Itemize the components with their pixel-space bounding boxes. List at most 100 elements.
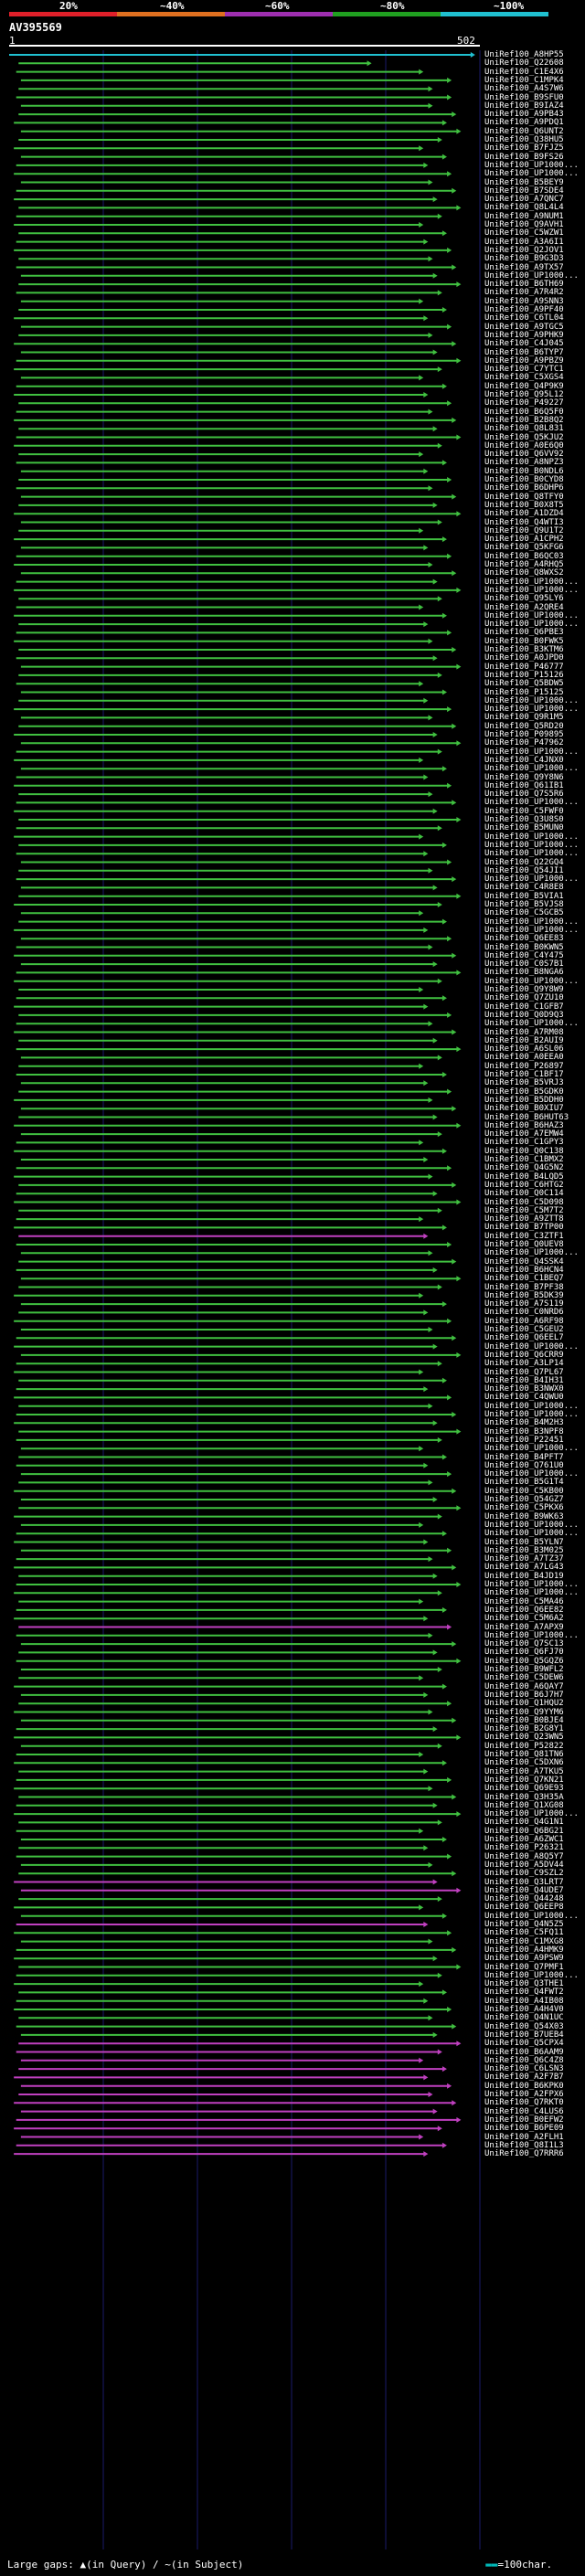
hit-label[interactable]: UniRef100_A2QRE4 bbox=[484, 602, 564, 612]
hit-label[interactable]: UniRef100_B7TP00 bbox=[484, 1223, 564, 1233]
hit-label[interactable]: UniRef100_Q3LRT7 bbox=[484, 1877, 564, 1887]
hit-label[interactable]: UniRef100_B4JD19 bbox=[484, 1571, 564, 1581]
hit-label[interactable]: UniRef100_P15126 bbox=[484, 670, 564, 680]
hit-label[interactable]: UniRef100_UP1000... bbox=[484, 764, 579, 774]
hit-label[interactable]: UniRef100_B4PFT7 bbox=[484, 1452, 564, 1462]
hit-label[interactable]: UniRef100_B5VRJ3 bbox=[484, 1078, 564, 1088]
hit-label[interactable]: UniRef100_A6ZWC1 bbox=[484, 1835, 564, 1844]
hit-label[interactable]: UniRef100_A4H4V0 bbox=[484, 2005, 564, 2014]
hit-label[interactable]: UniRef100_UP1000... bbox=[484, 1019, 579, 1029]
hit-label[interactable]: UniRef100_UP1000... bbox=[484, 270, 579, 281]
hit-label[interactable]: UniRef100_UP1000... bbox=[484, 1588, 579, 1598]
hit-label[interactable]: UniRef100_A0JPD0 bbox=[484, 653, 564, 663]
hit-label[interactable]: UniRef100_Q22608 bbox=[484, 58, 564, 69]
hit-label[interactable]: UniRef100_B5MUN0 bbox=[484, 823, 564, 833]
hit-label[interactable]: UniRef100_A7APX9 bbox=[484, 1622, 564, 1632]
hit-label[interactable]: UniRef100_Q8L831 bbox=[484, 424, 564, 434]
hit-label[interactable]: UniRef100_C3ZTF1 bbox=[484, 1231, 564, 1241]
hit-label[interactable]: UniRef100_C1GPY3 bbox=[484, 1138, 564, 1148]
hit-label[interactable]: UniRef100_Q4G5N2 bbox=[484, 1163, 564, 1173]
hit-label[interactable]: UniRef100_Q0C114 bbox=[484, 1189, 564, 1199]
hit-label[interactable]: UniRef100_Q7ZU10 bbox=[484, 993, 564, 1003]
hit-label[interactable]: UniRef100_A4S7W6 bbox=[484, 84, 564, 94]
hit-label[interactable]: UniRef100_A4HMK9 bbox=[484, 1945, 564, 1955]
hit-label[interactable]: UniRef100_C1E4X6 bbox=[484, 67, 564, 77]
hit-label[interactable]: UniRef100_UP1000... bbox=[484, 1444, 579, 1454]
hit-label[interactable]: UniRef100_B9G3D3 bbox=[484, 254, 564, 264]
hit-label[interactable]: UniRef100_A6RF98 bbox=[484, 1316, 564, 1326]
hit-label[interactable]: UniRef100_B6J7H7 bbox=[484, 1690, 564, 1700]
hit-label[interactable]: UniRef100_Q0UEV8 bbox=[484, 1240, 564, 1249]
hit-label[interactable]: UniRef100_A9PF40 bbox=[484, 305, 564, 314]
hit-label[interactable]: UniRef100_Q4WTI3 bbox=[484, 517, 564, 527]
hit-label[interactable]: UniRef100_B0CYD8 bbox=[484, 475, 564, 484]
hit-label[interactable]: UniRef100_B0KWN5 bbox=[484, 942, 564, 952]
hit-label[interactable]: UniRef100_C5DEW6 bbox=[484, 1673, 564, 1683]
hit-label[interactable]: UniRef100_UP1000... bbox=[484, 1630, 579, 1640]
hit-label[interactable]: UniRef100_Q1XG08 bbox=[484, 1800, 564, 1810]
hit-label[interactable]: UniRef100_Q7RRR6 bbox=[484, 2149, 564, 2159]
hit-label[interactable]: UniRef100_Q23WN5 bbox=[484, 1733, 564, 1743]
hit-label[interactable]: UniRef100_C5MA46 bbox=[484, 1596, 564, 1606]
hit-label[interactable]: UniRef100_C5KB00 bbox=[484, 1486, 564, 1496]
hit-label[interactable]: UniRef100_B6Q5F0 bbox=[484, 407, 564, 417]
hit-label[interactable]: UniRef100_Q3U8S0 bbox=[484, 815, 564, 824]
hit-label[interactable]: UniRef100_C7YTC1 bbox=[484, 365, 564, 375]
hit-label[interactable]: UniRef100_A7TZ37 bbox=[484, 1554, 564, 1564]
hit-label[interactable]: UniRef100_A8NPZ3 bbox=[484, 458, 564, 468]
hit-label[interactable]: UniRef100_Q54X03 bbox=[484, 2021, 564, 2031]
hit-label[interactable]: UniRef100_Q69E93 bbox=[484, 1784, 564, 1794]
hit-label[interactable]: UniRef100_UP1000... bbox=[484, 798, 579, 808]
hit-label[interactable]: UniRef100_B7UEB4 bbox=[484, 2030, 564, 2040]
hit-label[interactable]: UniRef100_UP1000... bbox=[484, 832, 579, 842]
hit-label[interactable]: UniRef100_Q6UNT2 bbox=[484, 126, 564, 136]
hit-label[interactable]: UniRef100_B0EFW2 bbox=[484, 2115, 564, 2125]
hit-label[interactable]: UniRef100_B7FJZ5 bbox=[484, 143, 564, 154]
hit-label[interactable]: UniRef100_Q6VV92 bbox=[484, 450, 564, 460]
hit-label[interactable]: UniRef100_A7LG43 bbox=[484, 1563, 564, 1573]
hit-label[interactable]: UniRef100_B0FWK5 bbox=[484, 636, 564, 646]
hit-label[interactable]: UniRef100_B6HUT63 bbox=[484, 1112, 569, 1122]
hit-label[interactable]: UniRef100_B7SDE4 bbox=[484, 186, 564, 196]
hit-label[interactable]: UniRef100_Q7S5R6 bbox=[484, 790, 564, 800]
hit-label[interactable]: UniRef100_Q9Y8W9 bbox=[484, 985, 564, 994]
hit-label[interactable]: UniRef100_C6LSN3 bbox=[484, 2064, 564, 2074]
hit-label[interactable]: UniRef100_P46777 bbox=[484, 662, 564, 672]
hit-label[interactable]: UniRef100_A9PSW9 bbox=[484, 1954, 564, 1964]
hit-label[interactable]: UniRef100_Q7RKT0 bbox=[484, 2098, 564, 2108]
hit-label[interactable]: UniRef100_Q1HQU2 bbox=[484, 1699, 564, 1709]
hit-label[interactable]: UniRef100_Q95L12 bbox=[484, 390, 564, 399]
hit-label[interactable]: UniRef100_UP1000... bbox=[484, 695, 579, 705]
hit-label[interactable]: UniRef100_P22451 bbox=[484, 1435, 564, 1445]
hit-label[interactable]: UniRef100_UP1000... bbox=[484, 1970, 579, 1980]
hit-label[interactable]: UniRef100_Q9U1T2 bbox=[484, 525, 564, 535]
hit-label[interactable]: UniRef100_UP1000... bbox=[484, 577, 579, 587]
hit-label[interactable]: UniRef100_UP1000... bbox=[484, 747, 579, 757]
hit-label[interactable]: UniRef100_C5FQ11 bbox=[484, 1928, 564, 1938]
hit-label[interactable]: UniRef100_C4Y475 bbox=[484, 950, 564, 960]
hit-label[interactable]: UniRef100_B6PE09 bbox=[484, 2124, 564, 2134]
hit-label[interactable]: UniRef100_C5DXN6 bbox=[484, 1758, 564, 1768]
hit-label[interactable]: UniRef100_A3A6I1 bbox=[484, 237, 564, 247]
hit-label[interactable]: UniRef100_B0X8T5 bbox=[484, 500, 564, 510]
hit-label[interactable]: UniRef100_A4IB08 bbox=[484, 1996, 564, 2006]
hit-label[interactable]: UniRef100_C5FWF0 bbox=[484, 806, 564, 816]
hit-label[interactable]: UniRef100_B6HAZ3 bbox=[484, 1120, 564, 1130]
hit-label[interactable]: UniRef100_B5YLN7 bbox=[484, 1537, 564, 1547]
hit-label[interactable]: UniRef100_A7RM08 bbox=[484, 1027, 564, 1037]
hit-label[interactable]: UniRef100_Q5KJU2 bbox=[484, 432, 564, 442]
hit-label[interactable]: UniRef100_Q4G1N1 bbox=[484, 1818, 564, 1828]
hit-label[interactable]: UniRef100_C1BF17 bbox=[484, 1070, 564, 1079]
hit-label[interactable]: UniRef100_A4RHQ5 bbox=[484, 560, 564, 569]
hit-label[interactable]: UniRef100_B3KTM6 bbox=[484, 645, 564, 654]
hit-label[interactable]: UniRef100_UP1000... bbox=[484, 925, 579, 935]
hit-label[interactable]: UniRef100_Q9Y8N6 bbox=[484, 772, 564, 782]
hit-label[interactable]: UniRef100_UP1000... bbox=[484, 585, 579, 595]
hit-label[interactable]: UniRef100_B6TYP7 bbox=[484, 347, 564, 357]
hit-label[interactable]: UniRef100_UP1000... bbox=[484, 620, 579, 630]
hit-label[interactable]: UniRef100_B6HCN4 bbox=[484, 1265, 564, 1275]
hit-label[interactable]: UniRef100_B0XIU7 bbox=[484, 1104, 564, 1114]
hit-label[interactable]: UniRef100_Q7SC13 bbox=[484, 1639, 564, 1649]
hit-label[interactable]: UniRef100_C0NRD6 bbox=[484, 1308, 564, 1318]
hit-label[interactable]: UniRef100_P49227 bbox=[484, 398, 564, 408]
